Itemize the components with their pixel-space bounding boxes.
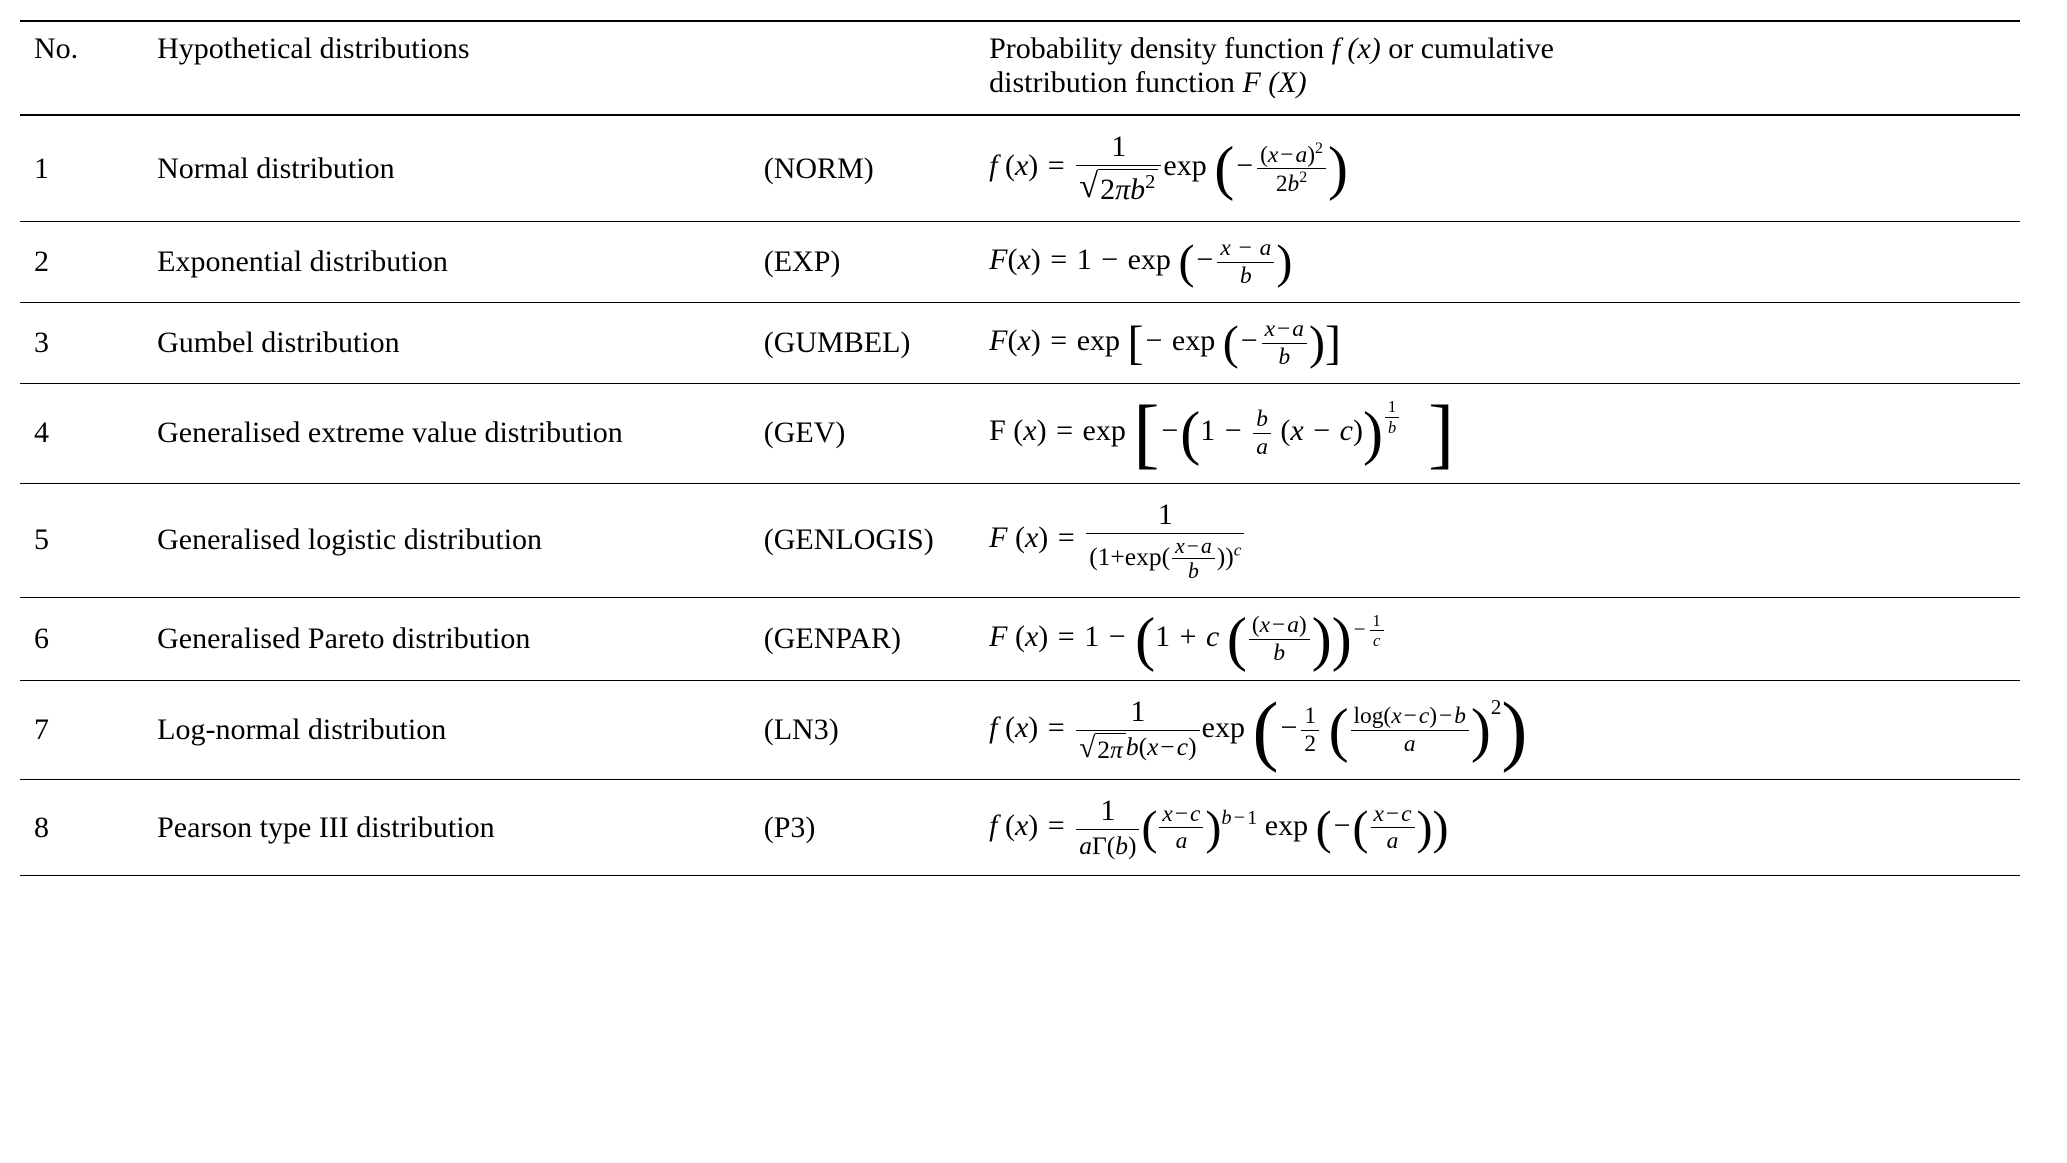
cell-no: 6 <box>20 598 143 681</box>
table-row: 1 Normal distribution (NORM) f (x) = 1 √… <box>20 115 2020 222</box>
cell-abbr: (GUMBEL) <box>750 303 975 384</box>
cell-abbr: (GENLOGIS) <box>750 483 975 598</box>
cell-abbr: (LN3) <box>750 681 975 780</box>
cell-abbr: (P3) <box>750 780 975 876</box>
header-func: Probability density function f (x) or cu… <box>975 21 2020 115</box>
table-row: 3 Gumbel distribution (GUMBEL) F(x) = ex… <box>20 303 2020 384</box>
cell-no: 3 <box>20 303 143 384</box>
cell-formula: F (x) = 1 − (1 + c ((x−a)b))−1c <box>975 598 2020 681</box>
cell-no: 4 <box>20 384 143 483</box>
header-func-or: or cumulative <box>1381 32 1554 65</box>
cell-no: 1 <box>20 115 143 222</box>
header-func-FX: F (X) <box>1242 66 1306 99</box>
header-func-fx: f (x) <box>1332 32 1381 65</box>
table-row: 6 Generalised Pareto distribution (GENPA… <box>20 598 2020 681</box>
cell-name: Generalised Pareto distribution <box>143 598 750 681</box>
cell-name: Generalised extreme value distribution <box>143 384 750 483</box>
cell-no: 8 <box>20 780 143 876</box>
table-row: 2 Exponential distribution (EXP) F(x) = … <box>20 222 2020 303</box>
cell-name: Gumbel distribution <box>143 303 750 384</box>
cell-no: 7 <box>20 681 143 780</box>
header-func-l1a: Probability density function <box>989 32 1331 65</box>
cell-no: 5 <box>20 483 143 598</box>
cell-abbr: (GEV) <box>750 384 975 483</box>
cell-name: Generalised logistic distribution <box>143 483 750 598</box>
cell-abbr: (EXP) <box>750 222 975 303</box>
header-no: No. <box>20 21 143 115</box>
cell-name: Exponential distribution <box>143 222 750 303</box>
table-row: 4 Generalised extreme value distribution… <box>20 384 2020 483</box>
header-func-l2: distribution function <box>989 66 1242 99</box>
header-name: Hypothetical distributions <box>143 21 975 115</box>
cell-name: Normal distribution <box>143 115 750 222</box>
cell-formula: F (x) = exp [−(1 − ba (x − c))1b ] <box>975 384 2020 483</box>
cell-no: 2 <box>20 222 143 303</box>
table-row: 8 Pearson type III distribution (P3) f (… <box>20 780 2020 876</box>
cell-formula: f (x) = 1 √2πb(x−c) exp (−12 (log(x−c)−b… <box>975 681 2020 780</box>
table-row: 5 Generalised logistic distribution (GEN… <box>20 483 2020 598</box>
table-header: No. Hypothetical distributions Probabili… <box>20 21 2020 115</box>
cell-formula: f (x) = 1 √2πb2 exp (− (x−a)2 2b2 ) <box>975 115 2020 222</box>
table-row: 7 Log-normal distribution (LN3) f (x) = … <box>20 681 2020 780</box>
cell-abbr: (NORM) <box>750 115 975 222</box>
cell-name: Pearson type III distribution <box>143 780 750 876</box>
cell-formula: f (x) = 1 aΓ(b) (x−ca)b−1 exp (−(x−ca)) <box>975 780 2020 876</box>
cell-formula: F(x) = 1 − exp (− x − a b ) <box>975 222 2020 303</box>
distributions-table: No. Hypothetical distributions Probabili… <box>20 20 2020 876</box>
cell-abbr: (GENPAR) <box>750 598 975 681</box>
cell-formula: F (x) = 1 (1+exp(x−ab))c <box>975 483 2020 598</box>
cell-name: Log-normal distribution <box>143 681 750 780</box>
cell-formula: F(x) = exp [− exp (− x−a b )] <box>975 303 2020 384</box>
